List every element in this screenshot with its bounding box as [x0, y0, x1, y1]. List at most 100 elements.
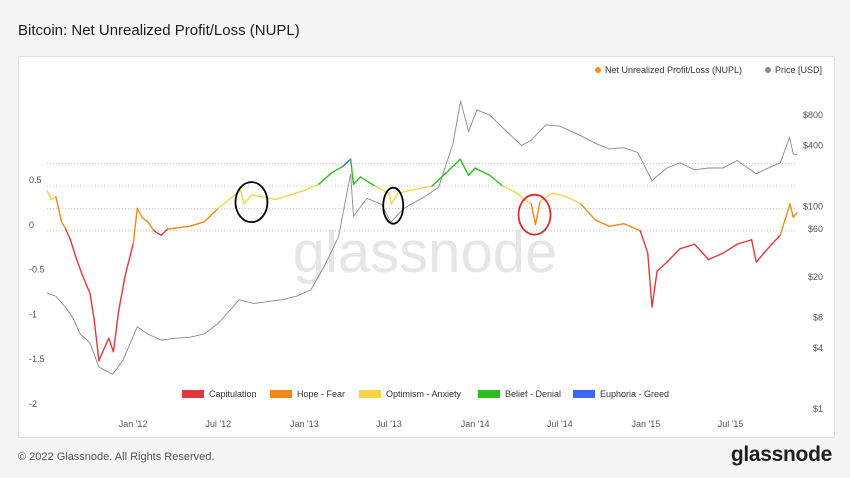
nupl-segment — [124, 243, 134, 277]
nupl-segment — [755, 249, 767, 263]
y-right-tick-label: $1 — [813, 404, 823, 414]
chart-title: Bitcoin: Net Unrealized Profit/Loss (NUP… — [18, 22, 300, 39]
nupl-segment — [565, 196, 582, 205]
nupl-segment — [765, 234, 781, 252]
y-axis-left: 0.5 0 -0.5 -1 -1.5 -2 — [29, 175, 45, 409]
zone-euphoria-greed-label[interactable]: Euphoria - Greed — [600, 389, 669, 399]
nupl-segment — [580, 203, 597, 221]
nupl-segment — [666, 248, 681, 263]
nupl-segment — [445, 158, 461, 174]
x-tick-label: Jan '13 — [290, 419, 319, 429]
nupl-segment — [409, 185, 433, 192]
nupl-segment — [217, 196, 234, 210]
nupl-segment — [75, 256, 84, 277]
nupl-segment — [153, 230, 162, 236]
nupl-segment — [530, 203, 537, 226]
y-left-tick-label: -1.5 — [29, 354, 45, 364]
nupl-segment — [50, 196, 57, 201]
y-left-tick-label: 0.5 — [29, 175, 42, 185]
x-tick-label: Jul '13 — [376, 419, 402, 429]
zone-hope-fear-label[interactable]: Hope - Fear — [297, 389, 345, 399]
legend-price-label[interactable]: Price [USD] — [775, 65, 822, 75]
annotations — [234, 181, 552, 236]
x-tick-label: Jan '12 — [119, 419, 148, 429]
legend-nupl-marker — [595, 67, 601, 73]
nupl-segment — [65, 228, 72, 241]
nupl-segment — [539, 192, 554, 202]
nupl-segment — [502, 185, 518, 194]
zone-belief-denial-label[interactable]: Belief - Denial — [505, 389, 561, 399]
price-series — [46, 100, 798, 375]
nupl-segment — [174, 225, 191, 229]
nupl-segment — [693, 243, 710, 261]
nupl-segment — [488, 174, 504, 187]
y-right-tick-label: $20 — [808, 272, 823, 282]
y-left-tick-label: -2 — [29, 399, 37, 409]
nupl-segment — [160, 228, 169, 236]
nupl-segment — [136, 207, 143, 219]
nupl-segment — [141, 216, 149, 223]
zone-legend: Capitulation Hope - Fear Optimism - Anxi… — [182, 389, 669, 399]
y-left-tick-label: -1 — [29, 309, 37, 319]
nupl-segment — [60, 221, 67, 230]
zone-optimism-anxiety-label[interactable]: Optimism - Anxiety — [386, 389, 462, 399]
nupl-segment — [69, 239, 77, 259]
nupl-segment — [93, 319, 100, 362]
nupl-segment — [516, 192, 525, 201]
nupl-segment — [243, 194, 253, 205]
copyright-text: © 2022 Glassnode. All Rights Reserved. — [18, 451, 215, 463]
nupl-segment — [623, 222, 641, 232]
nupl-segment — [189, 221, 205, 228]
legend-price-marker — [765, 67, 771, 73]
nupl-segment — [46, 189, 52, 201]
y-axis-right: $800 $400 $100 $60 $20 $8 $4 $1 — [803, 110, 823, 414]
nupl-segment — [359, 176, 376, 187]
nupl-segment — [352, 176, 362, 185]
nupl-segment — [639, 230, 649, 254]
nupl-segment — [779, 203, 791, 236]
nupl-series — [46, 158, 798, 362]
nupl-segment — [101, 337, 110, 353]
watermark: glassnode — [293, 220, 557, 285]
nupl-segment — [431, 171, 448, 187]
annotation-red-circle — [517, 193, 552, 236]
zone-hope-fear-swatch — [270, 390, 292, 398]
y-left-tick-label: 0 — [29, 220, 34, 230]
x-tick-label: Jan '14 — [461, 419, 490, 429]
nupl-segment — [289, 189, 306, 196]
nupl-segment — [98, 351, 104, 362]
zone-belief-denial-swatch — [478, 390, 500, 398]
nupl-segment — [390, 192, 399, 205]
nupl-segment — [132, 207, 138, 245]
x-tick-label: Jul '15 — [718, 419, 744, 429]
x-tick-label: Jul '12 — [205, 419, 231, 429]
nupl-segment — [388, 192, 393, 205]
series-legend: Net Unrealized Profit/Loss (NUPL) Price … — [595, 65, 822, 75]
x-axis: Jan '12 Jul '12 Jan '13 Jul '13 Jan '14 Jul '… — [119, 419, 744, 429]
y-left-tick-label: -0.5 — [29, 265, 45, 275]
x-tick-label: Jul '14 — [547, 419, 573, 429]
nupl-segment — [736, 239, 753, 245]
nupl-segment — [167, 227, 177, 230]
legend-nupl-label[interactable]: Net Unrealized Profit/Loss (NUPL) — [605, 65, 742, 75]
glassnode-logo: glassnode — [730, 443, 832, 466]
nupl-segment — [651, 270, 658, 308]
y-right-tick-label: $8 — [813, 313, 823, 323]
grid-lines — [47, 163, 797, 232]
nupl-segment — [792, 212, 798, 219]
y-right-tick-label: $60 — [808, 224, 823, 234]
nupl-segment — [594, 219, 611, 228]
nupl-segment — [722, 243, 738, 254]
nupl-segment — [474, 167, 491, 176]
zone-capitulation-label[interactable]: Capitulation — [209, 389, 257, 399]
nupl-segment — [250, 194, 262, 198]
nupl-segment — [349, 158, 355, 185]
nupl-segment — [608, 222, 625, 228]
nupl-segment — [331, 165, 344, 174]
nupl-segment — [342, 158, 352, 167]
nupl-segment — [89, 292, 95, 322]
zone-optimism-anxiety-swatch — [359, 390, 381, 398]
nupl-segment — [523, 198, 532, 205]
y-right-tick-label: $800 — [803, 110, 823, 120]
nupl-segment — [260, 196, 277, 201]
